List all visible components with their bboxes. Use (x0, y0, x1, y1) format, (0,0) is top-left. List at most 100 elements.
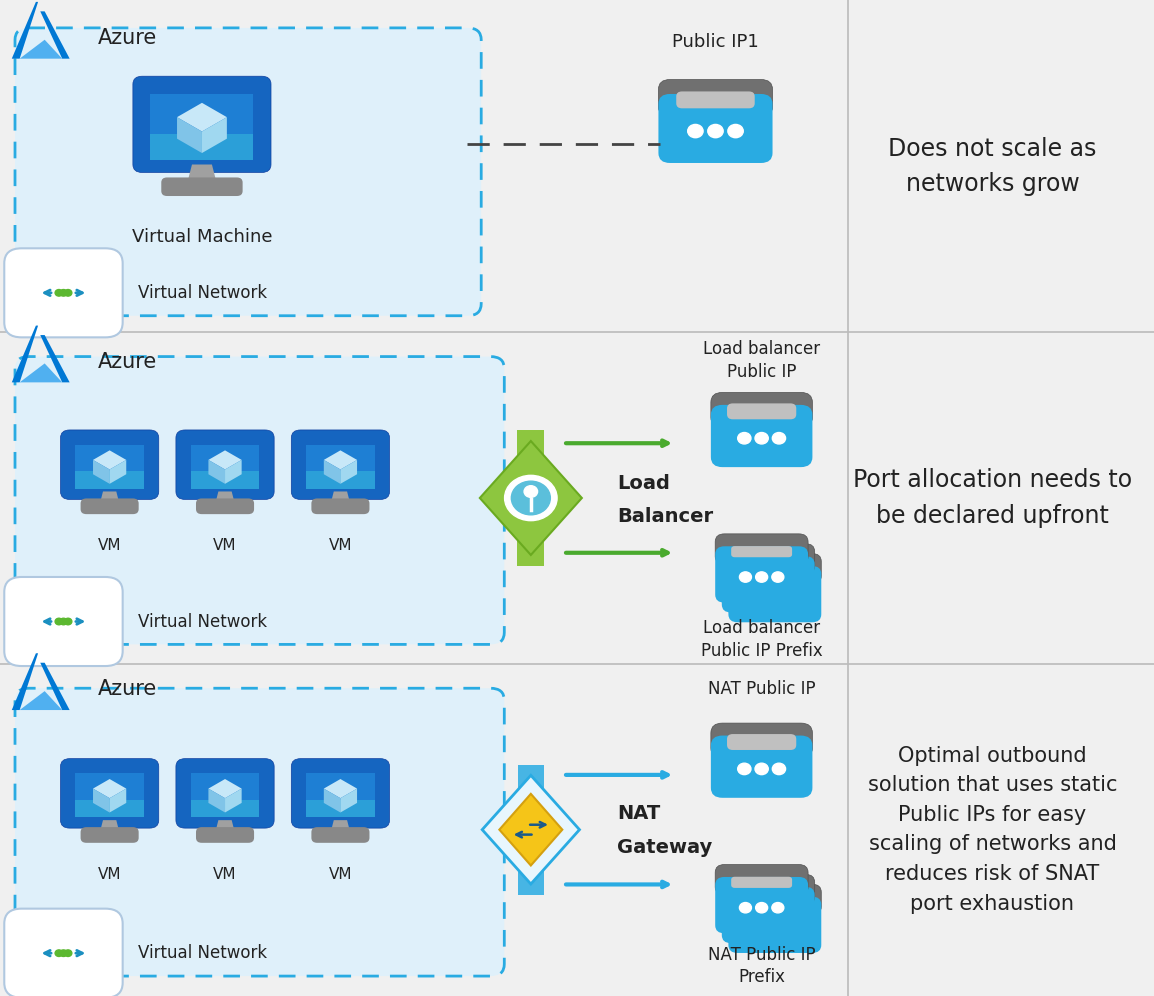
Text: Load: Load (617, 473, 670, 493)
Polygon shape (20, 691, 62, 710)
Polygon shape (482, 775, 579, 884)
FancyBboxPatch shape (728, 884, 822, 914)
FancyBboxPatch shape (175, 430, 275, 499)
Polygon shape (20, 40, 62, 59)
FancyBboxPatch shape (711, 735, 812, 798)
Polygon shape (99, 491, 120, 504)
Circle shape (772, 572, 784, 583)
Circle shape (740, 572, 751, 583)
Circle shape (755, 432, 769, 444)
Circle shape (65, 950, 72, 956)
Circle shape (524, 486, 538, 497)
Text: Port allocation needs to
be declared upfront: Port allocation needs to be declared upf… (853, 468, 1132, 528)
Text: Gateway: Gateway (617, 838, 713, 858)
FancyBboxPatch shape (190, 471, 260, 489)
FancyBboxPatch shape (518, 765, 544, 894)
Text: NAT Public IP: NAT Public IP (707, 680, 816, 698)
FancyBboxPatch shape (196, 827, 254, 843)
Polygon shape (93, 450, 126, 469)
FancyBboxPatch shape (727, 403, 796, 419)
Circle shape (65, 290, 72, 296)
FancyBboxPatch shape (60, 759, 159, 828)
FancyBboxPatch shape (732, 546, 792, 557)
FancyBboxPatch shape (744, 566, 805, 577)
Text: NAT Public IP
Prefix: NAT Public IP Prefix (707, 946, 816, 986)
Polygon shape (40, 11, 69, 59)
FancyBboxPatch shape (196, 498, 254, 514)
Text: Virtual Machine: Virtual Machine (132, 228, 272, 246)
Text: VM: VM (329, 867, 352, 882)
Polygon shape (93, 789, 110, 813)
FancyBboxPatch shape (5, 908, 122, 996)
FancyBboxPatch shape (727, 734, 796, 750)
Text: VM: VM (98, 538, 121, 554)
FancyBboxPatch shape (75, 800, 144, 818)
Circle shape (755, 763, 769, 775)
FancyBboxPatch shape (150, 134, 254, 160)
Text: Azure: Azure (98, 679, 157, 699)
Text: Balancer: Balancer (617, 507, 713, 527)
FancyBboxPatch shape (150, 95, 254, 135)
Circle shape (55, 950, 62, 956)
Polygon shape (209, 779, 241, 798)
Polygon shape (330, 820, 351, 833)
FancyBboxPatch shape (133, 77, 271, 172)
Circle shape (737, 763, 751, 775)
FancyBboxPatch shape (721, 874, 815, 904)
FancyBboxPatch shape (306, 444, 375, 472)
Polygon shape (209, 450, 241, 469)
FancyBboxPatch shape (5, 577, 122, 666)
FancyBboxPatch shape (190, 444, 260, 472)
Text: Does not scale as
networks grow: Does not scale as networks grow (889, 136, 1096, 196)
Circle shape (65, 619, 72, 624)
Polygon shape (324, 460, 340, 484)
FancyBboxPatch shape (721, 886, 815, 943)
Polygon shape (187, 164, 217, 184)
FancyBboxPatch shape (711, 392, 812, 427)
Text: VM: VM (329, 538, 352, 554)
FancyBboxPatch shape (715, 534, 808, 565)
Circle shape (504, 475, 557, 521)
Polygon shape (324, 779, 357, 798)
FancyBboxPatch shape (75, 773, 144, 801)
FancyBboxPatch shape (175, 759, 275, 828)
Polygon shape (225, 789, 241, 813)
Text: VM: VM (213, 538, 237, 554)
FancyBboxPatch shape (715, 865, 808, 895)
FancyBboxPatch shape (312, 498, 369, 514)
Text: Load balancer
Public IP Prefix: Load balancer Public IP Prefix (700, 620, 823, 659)
Text: Load balancer
Public IP: Load balancer Public IP (703, 341, 820, 380)
Text: Virtual Network: Virtual Network (138, 944, 268, 962)
FancyBboxPatch shape (517, 430, 545, 566)
FancyBboxPatch shape (306, 800, 375, 818)
FancyBboxPatch shape (737, 886, 799, 897)
Circle shape (728, 124, 743, 137)
FancyBboxPatch shape (721, 556, 815, 613)
Circle shape (511, 481, 550, 515)
FancyBboxPatch shape (75, 471, 144, 489)
FancyBboxPatch shape (737, 556, 799, 567)
Polygon shape (215, 491, 235, 504)
FancyBboxPatch shape (711, 405, 812, 467)
FancyBboxPatch shape (659, 80, 772, 117)
FancyBboxPatch shape (15, 28, 481, 316)
Polygon shape (93, 460, 110, 484)
FancyBboxPatch shape (291, 430, 390, 499)
Polygon shape (177, 103, 227, 131)
FancyBboxPatch shape (711, 723, 812, 758)
FancyBboxPatch shape (728, 554, 822, 584)
Circle shape (756, 902, 767, 913)
Polygon shape (330, 491, 351, 504)
FancyBboxPatch shape (715, 546, 808, 603)
Circle shape (737, 432, 751, 444)
FancyBboxPatch shape (306, 471, 375, 489)
FancyBboxPatch shape (676, 92, 755, 109)
FancyBboxPatch shape (190, 800, 260, 818)
Text: VM: VM (98, 867, 121, 882)
FancyBboxPatch shape (15, 688, 504, 976)
Polygon shape (110, 789, 126, 813)
FancyBboxPatch shape (5, 248, 122, 338)
Text: NAT: NAT (617, 804, 660, 824)
Circle shape (688, 124, 703, 137)
FancyBboxPatch shape (81, 498, 138, 514)
